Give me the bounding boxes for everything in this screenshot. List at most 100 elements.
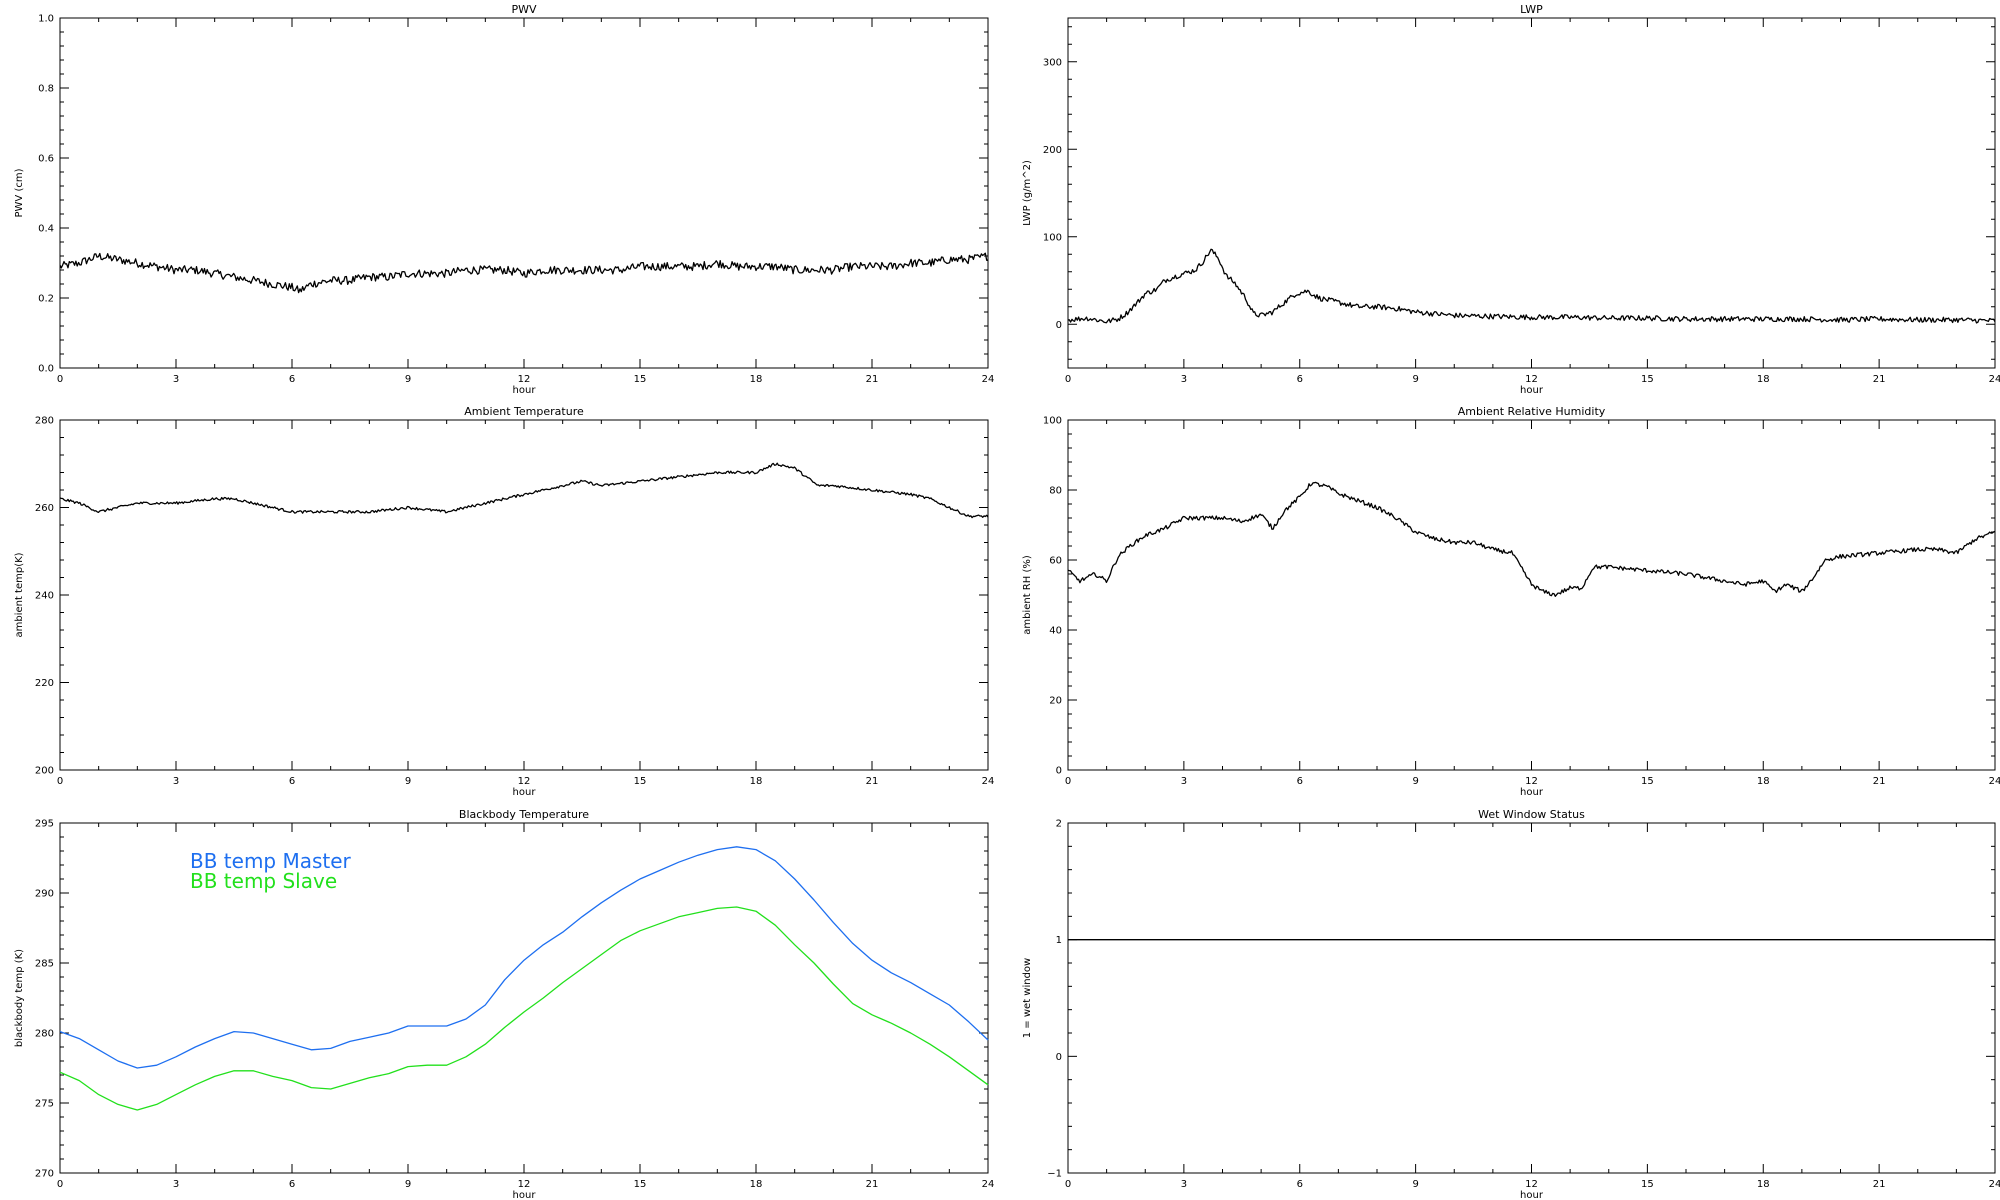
x-tick-label: 0 <box>57 776 63 787</box>
y-tick-label: 290 <box>35 889 54 900</box>
y-tick-label: 0.0 <box>38 364 54 375</box>
plot-frame <box>1067 822 1996 1174</box>
y-tick-label: 275 <box>35 1099 54 1110</box>
y-axis-label: PWV (cm) <box>14 168 25 217</box>
x-tick-label: 15 <box>1641 1179 1654 1190</box>
x-tick-label: 3 <box>1181 374 1187 385</box>
x-tick-label: 21 <box>1873 776 1886 787</box>
x-tick-label: 21 <box>866 1179 879 1190</box>
chart-title: LWP <box>1520 3 1543 16</box>
y-tick-label: 300 <box>1043 57 1062 68</box>
series-line-ambient-temp <box>59 462 989 519</box>
y-tick-label: 20 <box>1049 696 1062 707</box>
series-line-lwp <box>1067 248 1996 324</box>
x-tick-label: 3 <box>1181 1179 1187 1190</box>
panel-ambient-temp: Ambient Temperature 0 3 6 9 12 15 18 21 24 hour 200… <box>14 405 994 798</box>
plot-frame <box>59 17 989 369</box>
y-tick-label: 60 <box>1049 556 1062 567</box>
x-tick-label: 3 <box>1181 776 1187 787</box>
y-tick-label: −1 <box>1047 1169 1062 1180</box>
x-axis-label: hour <box>513 385 537 396</box>
x-tick-label: 12 <box>1525 374 1538 385</box>
x-tick-label: 3 <box>173 374 179 385</box>
series-line-bb-temp-slave <box>59 906 989 1111</box>
x-tick-label: 15 <box>1641 374 1654 385</box>
x-tick-label: 24 <box>982 776 995 787</box>
x-tick-label: 18 <box>750 374 763 385</box>
x-tick-label: 0 <box>57 1179 63 1190</box>
x-tick-label: 15 <box>634 776 647 787</box>
y-tick-label: 0 <box>1056 1052 1062 1063</box>
x-tick-label: 9 <box>405 776 411 787</box>
legend-entry: BB temp Master <box>190 849 352 873</box>
x-tick-label: 18 <box>1757 776 1770 787</box>
x-tick-label: 21 <box>1873 1179 1886 1190</box>
x-tick-label: 0 <box>1065 776 1071 787</box>
x-tick-label: 0 <box>1065 1179 1071 1190</box>
x-tick-label: 18 <box>750 1179 763 1190</box>
x-tick-label: 21 <box>866 776 879 787</box>
x-tick-label: 6 <box>1297 1179 1303 1190</box>
y-tick-label: 1.0 <box>38 14 54 25</box>
y-tick-label: 0.2 <box>38 294 54 305</box>
x-axis-label: hour <box>1520 385 1544 396</box>
x-axis-label: hour <box>513 787 537 798</box>
y-tick-label: 0.8 <box>38 84 54 95</box>
x-tick-label: 24 <box>982 1179 995 1190</box>
x-tick-label: 24 <box>1989 1179 2000 1190</box>
y-tick-label: 295 <box>35 819 54 830</box>
y-tick-label: 285 <box>35 959 54 970</box>
x-tick-label: 9 <box>1412 1179 1418 1190</box>
panel-lwp: LWP 0 3 6 9 12 15 18 21 24 hour 0 100 200 300 LWP (g/m^… <box>1022 3 2000 396</box>
chart-title: Ambient Relative Humidity <box>1458 405 1606 418</box>
y-tick-label: 0.6 <box>38 154 54 165</box>
legend-entry: BB temp Slave <box>190 869 337 893</box>
x-tick-label: 12 <box>518 776 531 787</box>
x-tick-label: 3 <box>173 776 179 787</box>
y-tick-label: 1 <box>1056 935 1062 946</box>
x-axis-label: hour <box>513 1190 537 1200</box>
series-line-bb-temp-master <box>59 846 989 1069</box>
x-tick-label: 18 <box>1757 1179 1770 1190</box>
y-tick-label: 40 <box>1049 626 1062 637</box>
x-tick-label: 12 <box>518 1179 531 1190</box>
y-tick-label: 0 <box>1056 320 1062 331</box>
x-tick-label: 0 <box>1065 374 1071 385</box>
plot-frame <box>59 419 989 771</box>
x-tick-label: 12 <box>1525 776 1538 787</box>
chart-title: Ambient Temperature <box>464 405 584 418</box>
chart-title: Wet Window Status <box>1478 808 1585 821</box>
x-tick-label: 9 <box>405 374 411 385</box>
y-tick-label: 240 <box>35 591 54 602</box>
x-tick-label: 6 <box>289 374 295 385</box>
y-axis-label: 1 = wet window <box>1022 958 1033 1038</box>
y-tick-label: 270 <box>35 1169 54 1180</box>
y-tick-label: 220 <box>35 678 54 689</box>
series-line-ambient-rh <box>1067 481 1996 597</box>
y-tick-label: 280 <box>35 416 54 427</box>
x-tick-label: 6 <box>1297 776 1303 787</box>
y-axis-label: ambient temp(K) <box>14 552 25 637</box>
x-tick-label: 0 <box>57 374 63 385</box>
panel-pwv: PWV 0 3 6 9 12 15 18 21 24 hour 0.0 0.2 0.4 0.6 0.8 1.0 P… <box>14 3 994 396</box>
plot-frame <box>1067 17 1996 369</box>
y-axis-label: LWP (g/m^2) <box>1022 160 1033 226</box>
y-tick-label: 200 <box>35 766 54 777</box>
x-tick-label: 15 <box>1641 776 1654 787</box>
panel-ambient-rh: Ambient Relative Humidity 0 3 6 9 12 15 18 21 24 h… <box>1022 405 2000 798</box>
panel-blackbody-temp: Blackbody Temperature 0 3 6 9 12 15 18 21 24 hour 2… <box>14 808 994 1200</box>
y-tick-label: 2 <box>1056 819 1062 830</box>
y-tick-label: 260 <box>35 503 54 514</box>
x-tick-label: 24 <box>1989 374 2000 385</box>
x-tick-label: 6 <box>289 776 295 787</box>
x-tick-label: 3 <box>173 1179 179 1190</box>
y-tick-label: 0 <box>1056 766 1062 777</box>
y-axis-label: ambient RH (%) <box>1022 555 1033 635</box>
chart-title: Blackbody Temperature <box>459 808 589 821</box>
x-tick-label: 24 <box>1989 776 2000 787</box>
x-tick-label: 15 <box>634 1179 647 1190</box>
x-tick-label: 12 <box>518 374 531 385</box>
chart-title: PWV <box>511 3 537 16</box>
